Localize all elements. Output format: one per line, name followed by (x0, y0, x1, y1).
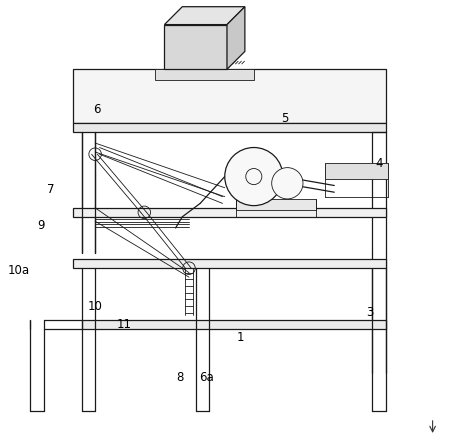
Polygon shape (164, 7, 245, 25)
Text: 7: 7 (47, 183, 54, 197)
Text: 10a: 10a (8, 264, 30, 277)
Text: 6: 6 (94, 103, 101, 116)
Text: 1: 1 (237, 331, 244, 344)
Polygon shape (73, 123, 386, 132)
Polygon shape (73, 259, 386, 268)
Text: 10: 10 (88, 299, 103, 313)
Polygon shape (236, 199, 316, 210)
Polygon shape (73, 208, 386, 217)
Text: 3: 3 (366, 306, 374, 320)
Polygon shape (82, 320, 386, 329)
Text: 11: 11 (117, 317, 132, 331)
Polygon shape (73, 69, 386, 123)
Text: 5: 5 (281, 112, 289, 125)
Polygon shape (326, 163, 388, 179)
Polygon shape (164, 25, 227, 69)
Circle shape (271, 168, 303, 199)
Polygon shape (155, 69, 254, 80)
Text: 6a: 6a (199, 371, 214, 384)
Text: 9: 9 (38, 219, 45, 232)
Text: 8: 8 (176, 371, 184, 384)
Text: 2: 2 (199, 22, 206, 36)
Circle shape (225, 148, 283, 206)
Text: 4: 4 (375, 156, 383, 170)
Polygon shape (227, 7, 245, 69)
